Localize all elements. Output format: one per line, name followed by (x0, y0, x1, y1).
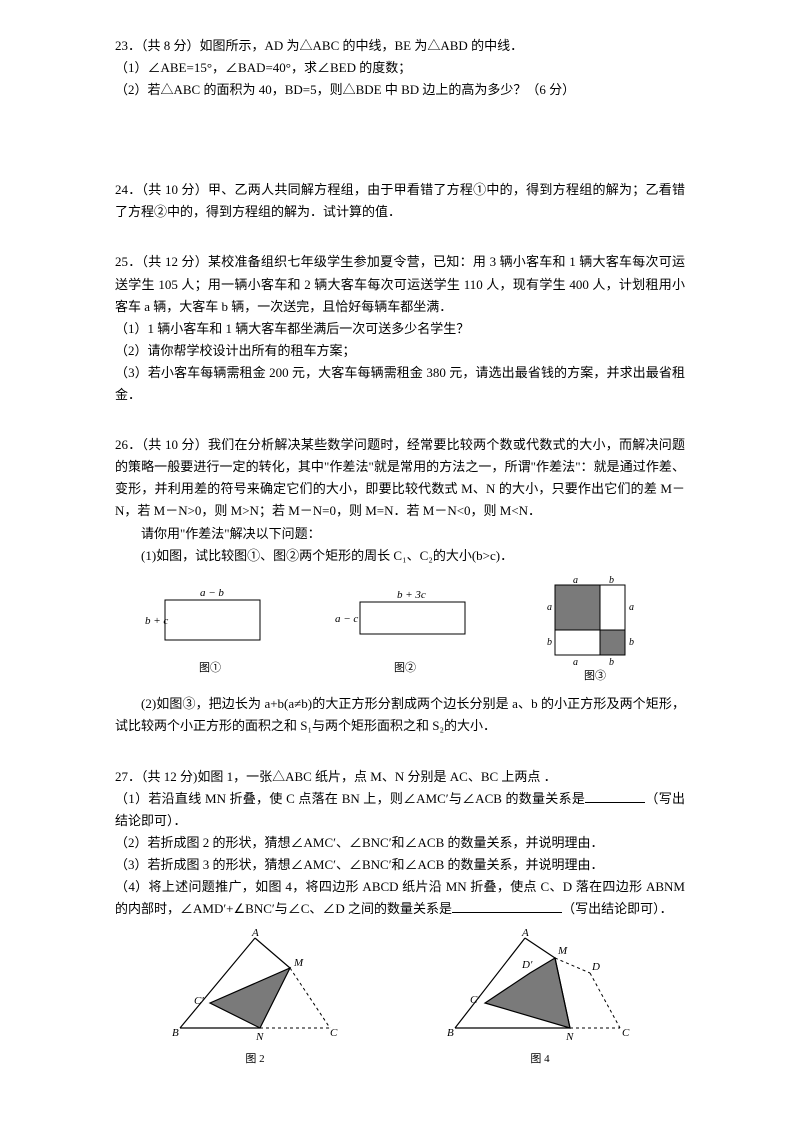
tri4-C: C (622, 1027, 630, 1039)
p26-line4: (2)如图③，把边长为 a+b(a≠b)的大正方形分割成两个边长分别是 a、b … (115, 693, 685, 737)
sq-a-bot: a (573, 657, 578, 665)
tri4-B: B (447, 1027, 454, 1039)
tri4-N: N (565, 1031, 574, 1043)
figure-tri-2: A B C M N C′ 图 2 (160, 928, 350, 1069)
sq-b-r: b (629, 637, 634, 648)
tri4-M: M (557, 945, 568, 957)
tri2-label: 图 2 (245, 1050, 264, 1069)
sq-b-l: b (547, 637, 552, 648)
rect1-left: b + c (145, 615, 168, 627)
tri2-M: M (293, 957, 304, 969)
p27-line1: 27．（共 12 分)如图 1，一张△ABC 纸片，点 M、N 分别是 AC、B… (115, 766, 685, 788)
sq-svg: a b a b a b a b (535, 575, 655, 665)
figure-1: a − b b + c 图① (145, 582, 275, 678)
sq-b-top: b (609, 575, 614, 586)
blank-2 (452, 900, 562, 913)
problem-23: 23．（共 8 分）如图所示，AD 为△ABC 的中线，BE 为△ABD 的中线… (115, 35, 685, 101)
p23-line1: 23．（共 8 分）如图所示，AD 为△ABC 的中线，BE 为△ABD 的中线… (115, 35, 685, 57)
fig3-label: 图③ (584, 667, 606, 686)
sq-a-top: a (573, 575, 578, 586)
figure-tri-4: A B C D M N C′ D′ 图 4 (440, 928, 640, 1069)
tri4-Cp: C′ (470, 994, 480, 1006)
p27-line5: （4）将上述问题推广，如图 4，将四边形 ABCD 纸片沿 MN 折叠，使点 C… (115, 876, 685, 920)
tri2-B: B (172, 1027, 179, 1039)
tri4-svg: A B C D M N C′ D′ (440, 928, 640, 1048)
tri4-D: D (591, 961, 600, 973)
sq-b-bot: b (609, 657, 614, 665)
figure-2: b + 3c a − c 图② (335, 582, 475, 678)
p27-line5b: （写出结论即可）． (562, 901, 673, 916)
p23-line3: （2）若△ABC 的面积为 40，BD=5，则△BDE 中 BD 边上的高为多少… (115, 79, 685, 101)
tri2-C: C (330, 1027, 338, 1039)
rect2-svg: b + 3c a − c (335, 582, 475, 657)
p26-line2: 请你用"作差法"解决以下问题： (115, 523, 685, 545)
figure-3: a b a b a b a b 图③ (535, 575, 655, 686)
problem-24: 24．（共 10 分）甲、乙两人共同解方程组，由于甲看错了方程①中的，得到方程组… (115, 179, 685, 223)
p27-line4: （3）若折成图 3 的形状，猜想∠AMC′、∠BNC′和∠ACB 的数量关系，并… (115, 854, 685, 876)
problem-25: 25．（共 12 分）某校准备组织七年级学生参加夏令营，已知：用 3 辆小客车和… (115, 251, 685, 406)
p25-line1: 25．（共 12 分）某校准备组织七年级学生参加夏令营，已知：用 3 辆小客车和… (115, 251, 685, 317)
tri4-Dp: D′ (521, 959, 533, 971)
problem-27: 27．（共 12 分)如图 1，一张△ABC 纸片，点 M、N 分别是 AC、B… (115, 766, 685, 1069)
p27-figures: A B C M N C′ 图 2 A (115, 928, 685, 1069)
p27-line2: （1）若沿直线 MN 折叠，使 C 点落在 BN 上，则∠AMC′与∠ACB 的… (115, 788, 685, 832)
p25-line3: （2）请你帮学校设计出所有的租车方案； (115, 340, 685, 362)
problem-26: 26．（共 10 分）我们在分析解决某些数学问题时，经常要比较两个数或代数式的大… (115, 434, 685, 737)
tri4-A: A (521, 928, 529, 939)
p26-line3: (1)如图，试比较图①、图②两个矩形的周长 C₁、C₂的大小(b>c)． (115, 545, 685, 567)
p27-line2a: （1）若沿直线 MN 折叠，使 C 点落在 BN 上，则∠AMC′与∠ACB 的… (115, 791, 585, 806)
rect1-svg: a − b b + c (145, 582, 275, 657)
tri2-Cp: C′ (194, 995, 204, 1007)
tri4-label: 图 4 (530, 1050, 549, 1069)
p26-figures: a − b b + c 图① b + 3c a − c 图② a b (115, 575, 685, 686)
p24-line1: 24．（共 10 分）甲、乙两人共同解方程组，由于甲看错了方程①中的，得到方程组… (115, 179, 685, 223)
tri2-svg: A B C M N C′ (160, 928, 350, 1048)
blank-1 (585, 790, 645, 803)
p25-line4: （3）若小客车每辆需租金 200 元，大客车每辆需租金 380 元，请选出最省钱… (115, 362, 685, 406)
p26-line1: 26．（共 10 分）我们在分析解决某些数学问题时，经常要比较两个数或代数式的大… (115, 434, 685, 522)
rect1-top: a − b (200, 587, 224, 599)
tri2-A: A (251, 928, 259, 939)
p25-line2: （1）1 辆小客车和 1 辆大客车都坐满后一次可送多少名学生？ (115, 318, 685, 340)
rect2-left: a − c (335, 613, 358, 625)
tri2-N: N (255, 1031, 264, 1043)
p23-line2: （1）∠ABE=15°，∠BAD=40°，求∠BED 的度数； (115, 57, 685, 79)
rect2-top: b + 3c (397, 589, 426, 601)
fig2-label: 图② (394, 659, 416, 678)
fig1-label: 图① (199, 659, 221, 678)
sq-a-r: a (629, 602, 634, 613)
p27-line3: （2）若折成图 2 的形状，猜想∠AMC′、∠BNC′和∠ACB 的数量关系，并… (115, 832, 685, 854)
sq-a-l: a (547, 602, 552, 613)
